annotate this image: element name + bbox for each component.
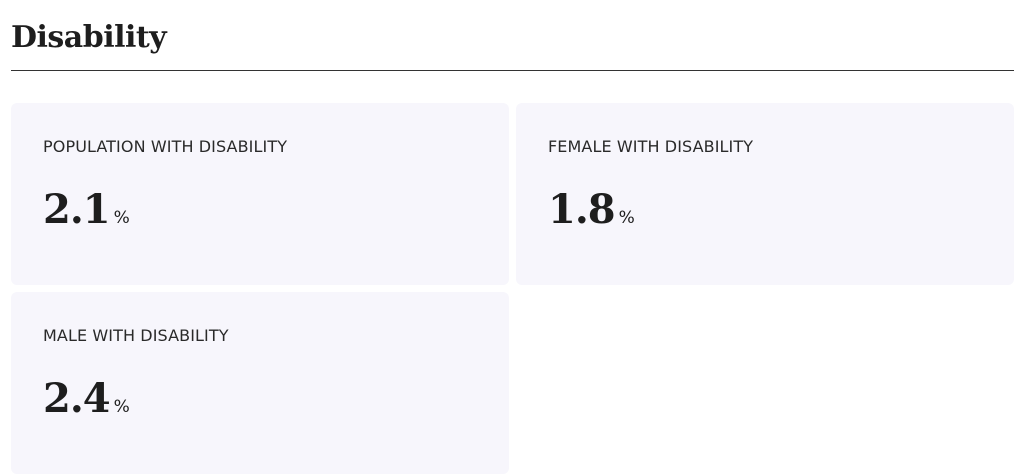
stat-card: POPULATION WITH DISABILITY 2.1 % [11, 103, 509, 285]
stat-value: 2.4 [43, 375, 111, 422]
card-grid: POPULATION WITH DISABILITY 2.1 % FEMALE … [11, 103, 1014, 474]
stat-unit: % [113, 208, 130, 228]
stat-value: 2.1 [43, 186, 111, 233]
stat-label: POPULATION WITH DISABILITY [43, 137, 288, 156]
stat-value-row: 2.1 % [43, 186, 477, 233]
stat-unit: % [618, 208, 635, 228]
stat-card: MALE WITH DISABILITY 2.4 % [11, 292, 509, 474]
stat-value-row: 1.8 % [548, 186, 982, 233]
stat-label: FEMALE WITH DISABILITY [548, 137, 754, 156]
stat-unit: % [113, 397, 130, 417]
stat-card: FEMALE WITH DISABILITY 1.8 % [516, 103, 1014, 285]
section-title: Disability [11, 20, 167, 55]
divider [11, 70, 1014, 71]
stat-value: 1.8 [548, 186, 616, 233]
stat-value-row: 2.4 % [43, 375, 477, 422]
stat-label: MALE WITH DISABILITY [43, 326, 229, 345]
